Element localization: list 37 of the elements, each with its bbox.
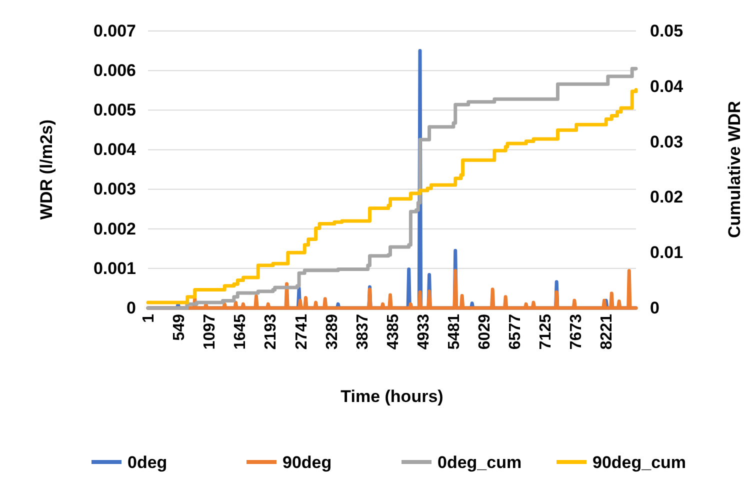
y-tick-label: 0.004: [93, 140, 137, 160]
y2-axis-title: Cumulative WDR: [725, 101, 744, 238]
x-tick-label: 6029: [476, 314, 494, 350]
x-tick-label: 5481: [446, 314, 463, 350]
x-tick-label: 1645: [232, 314, 250, 350]
y-tick-label: 0.006: [93, 61, 136, 80]
x-tick-label: 1097: [202, 314, 219, 350]
x-tick-label: 6577: [506, 314, 524, 350]
x-tick-label: 7125: [538, 314, 555, 350]
y-tick-label: 0.007: [93, 21, 136, 40]
y-tick-label: 0.001: [93, 258, 136, 278]
legend-label: 0deg: [128, 452, 168, 472]
x-tick-label: 7673: [568, 314, 586, 350]
x-axis-title: Time (hours): [340, 387, 444, 406]
y2-tick-label: 0.04: [650, 76, 684, 96]
legend-label: 90deg_cum: [592, 452, 686, 472]
y2-tick-label: 0.02: [650, 188, 684, 207]
x-tick-label: 4933: [415, 314, 432, 350]
y-tick-label: 0.002: [93, 219, 136, 238]
x-tick-label: 3837: [354, 314, 372, 350]
legend-label: 0deg_cum: [438, 452, 522, 472]
y-tick-label: 0.003: [93, 180, 136, 199]
y2-tick-label: 0.01: [650, 243, 684, 262]
x-tick-label: 2741: [293, 314, 310, 350]
y2-tick-label: 0.05: [650, 21, 684, 40]
legend-label: 90deg: [282, 452, 332, 472]
x-tick-label: 2193: [262, 314, 280, 350]
x-tick-label: 8221: [598, 314, 616, 350]
y2-tick-label: 0.03: [650, 132, 684, 152]
y-tick-label: 0: [126, 298, 136, 318]
y-axis-title: WDR (l/m2s): [37, 119, 56, 220]
x-tick-label: 1: [140, 314, 158, 323]
y-tick-label: 0.005: [93, 100, 136, 120]
x-tick-label: 4385: [384, 314, 402, 350]
x-tick-label: 3289: [324, 314, 341, 350]
x-tick-label: 549: [171, 314, 188, 341]
y2-tick-label: 0: [650, 298, 660, 318]
